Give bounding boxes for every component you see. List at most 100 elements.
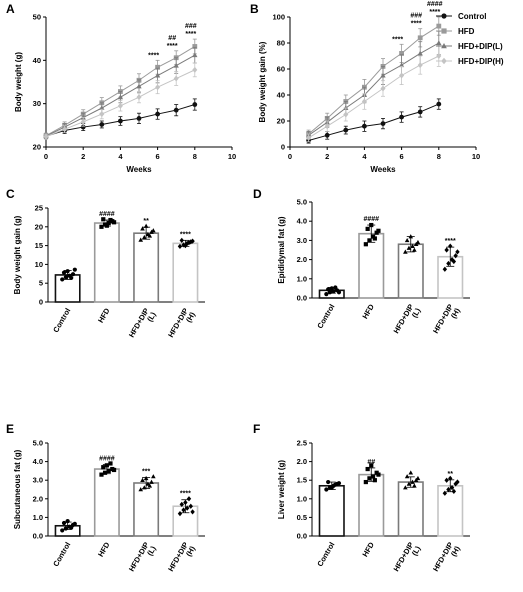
data-point xyxy=(380,72,386,78)
data-point xyxy=(415,475,421,481)
significance-mark: **** xyxy=(411,21,422,28)
y-tick-label: 0.0 xyxy=(33,532,43,541)
legend-label: HFD xyxy=(458,27,475,36)
bar-group-hfd-dip-h-: **** HFD+DIP(H) xyxy=(431,238,464,335)
data-point xyxy=(380,85,386,92)
x-tick-label: 8 xyxy=(437,152,441,161)
data-point xyxy=(343,111,349,118)
data-point xyxy=(69,525,74,530)
data-point xyxy=(406,245,412,250)
bar xyxy=(172,242,199,303)
data-point xyxy=(142,234,147,240)
category-label-line: HFD xyxy=(96,540,112,558)
data-point xyxy=(188,503,193,509)
panel-f: F 0.0 0.5 1.0 1.5 2.0 2.5 Liver weight (g) Contr… xyxy=(253,422,470,573)
data-point xyxy=(410,479,415,484)
data-point xyxy=(329,286,334,291)
y-tick-label: 100 xyxy=(272,13,285,22)
data-point xyxy=(367,476,372,481)
legend-item: HFD+DIP(L) xyxy=(436,42,503,51)
data-point xyxy=(183,242,188,249)
data-point xyxy=(343,127,349,133)
data-point xyxy=(181,507,186,513)
bar xyxy=(358,232,385,299)
significance-mark: **** xyxy=(185,31,196,38)
bar-group-control: Control xyxy=(315,285,345,331)
data-point xyxy=(455,479,460,485)
y-tick-label: 2.0 xyxy=(33,494,43,503)
data-point xyxy=(329,485,334,490)
y-tick-label: 2.0 xyxy=(297,457,307,466)
data-point xyxy=(136,94,142,101)
significance-mark: #### xyxy=(99,211,115,218)
category-label: Control xyxy=(315,541,336,569)
x-tick-label: 6 xyxy=(400,152,404,161)
legend-item: HFD+DIP(H) xyxy=(436,57,504,66)
y-tick-label: 0.5 xyxy=(297,513,307,522)
data-point xyxy=(398,62,405,68)
category-label-line: Control xyxy=(51,307,72,335)
data-point xyxy=(442,266,448,272)
bar-group-control: Control xyxy=(315,479,345,569)
panel-letter: C xyxy=(6,187,15,201)
data-point xyxy=(449,485,455,491)
data-point xyxy=(177,243,183,249)
category-label: HFD xyxy=(96,306,112,324)
bar-group-hfd-dip-l-: HFD+DIP(L) xyxy=(392,234,424,335)
data-point xyxy=(108,461,113,466)
y-tick-label: 50 xyxy=(33,13,41,22)
y-tick-label: 80 xyxy=(277,39,285,48)
data-point xyxy=(186,239,192,246)
bar-group-hfd-dip-h-: **** HFD+DIP(H) xyxy=(166,231,199,339)
data-point xyxy=(102,470,108,475)
data-point xyxy=(406,481,412,486)
data-point xyxy=(408,234,414,239)
data-point xyxy=(369,222,374,228)
data-point xyxy=(417,50,423,56)
category-label-line: Control xyxy=(315,303,336,331)
data-point xyxy=(106,220,111,226)
data-point xyxy=(380,121,386,126)
significance-mark: #### xyxy=(427,1,443,8)
y-tick-label: 4.0 xyxy=(33,457,43,466)
panel-e: E 0.0 1.0 2.0 3.0 4.0 5.0 Subcutaneous fat (g) C… xyxy=(6,422,205,573)
data-point xyxy=(436,53,442,59)
legend-marker xyxy=(441,43,447,49)
panel-letter: E xyxy=(6,422,14,436)
x-tick-label: 4 xyxy=(362,152,367,161)
bar xyxy=(397,481,424,537)
panel-a: A 0 2 4 6 8 10 20 30 40 50 Weeks Body weight (g) ****… xyxy=(6,2,236,174)
significance-mark: #### xyxy=(363,216,379,223)
data-point xyxy=(138,487,144,492)
legend-marker xyxy=(441,57,447,65)
data-point xyxy=(324,123,330,130)
data-point xyxy=(455,249,460,255)
legend-label: HFD+DIP(H) xyxy=(458,57,504,66)
x-tick-label: 0 xyxy=(44,152,48,161)
y-tick-label: 3.0 xyxy=(297,236,307,245)
category-label: Control xyxy=(315,303,336,331)
data-point xyxy=(147,483,153,488)
series-hfd-dip-h- xyxy=(306,45,442,143)
panel-c: C 0 5 10 15 20 25 Body weight gain (g) Control ##… xyxy=(6,187,205,339)
data-point xyxy=(306,134,312,141)
y-tick-label: 10 xyxy=(35,260,43,269)
panel-letter: A xyxy=(6,2,15,16)
data-point xyxy=(190,238,195,244)
data-point xyxy=(446,486,451,493)
significance-mark: **** xyxy=(148,52,159,59)
data-point xyxy=(336,290,342,295)
bar-group-hfd-dip-l-: ** HFD+DIP(L) xyxy=(127,218,160,339)
data-point xyxy=(117,94,124,100)
data-point xyxy=(361,98,367,105)
data-point xyxy=(72,267,77,272)
data-point xyxy=(408,470,414,475)
panel-letter: F xyxy=(253,422,260,436)
data-point xyxy=(365,226,370,231)
data-point xyxy=(155,111,161,117)
data-point xyxy=(412,483,417,488)
data-point xyxy=(417,62,423,69)
y-tick-label: 5.0 xyxy=(297,198,307,207)
data-point xyxy=(192,52,198,58)
